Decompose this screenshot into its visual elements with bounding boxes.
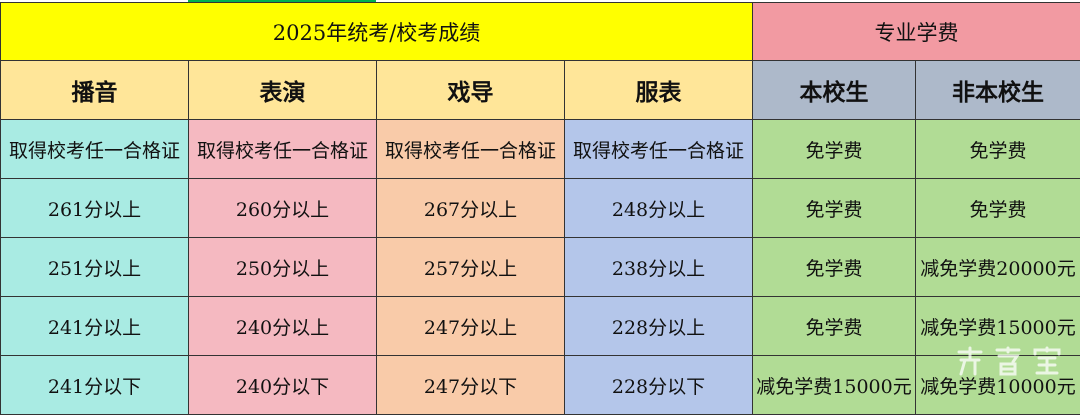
table-cell: 241分以下 xyxy=(0,355,189,415)
table-cell: 248分以上 xyxy=(563,178,754,238)
table-row: 261分以上 260分以上 267分以上 248分以上 免学费 免学费 xyxy=(0,178,1080,238)
score-title: 2025年统考/校考成绩 xyxy=(0,2,754,61)
table-cell: 免学费 xyxy=(752,296,917,356)
column-header: 戏导 xyxy=(376,60,565,120)
table-cell: 减免学费20000元 xyxy=(915,237,1080,297)
table-cell: 取得校考任一合格证 xyxy=(376,119,565,179)
table-cell: 减免学费15000元 xyxy=(915,296,1080,356)
table-cell: 261分以上 xyxy=(0,178,189,238)
table-cell: 228分以上 xyxy=(563,296,754,356)
top-accent-line xyxy=(188,0,376,2)
table-cell: 247分以上 xyxy=(376,296,565,356)
column-header-row: 播音 表演 戏导 服表 本校生 非本校生 xyxy=(0,60,1080,120)
table-cell: 减免学费10000元 xyxy=(915,355,1080,415)
title-row: 2025年统考/校考成绩 专业学费 xyxy=(0,2,1080,61)
table-cell: 免学费 xyxy=(915,178,1080,238)
table-cell: 免学费 xyxy=(752,178,917,238)
table-cell: 260分以上 xyxy=(188,178,377,238)
table-cell: 238分以上 xyxy=(563,237,754,297)
column-header: 服表 xyxy=(563,60,754,120)
table-cell: 240分以上 xyxy=(188,296,377,356)
table-cell: 免学费 xyxy=(915,119,1080,179)
table-cell: 减免学费15000元 xyxy=(752,355,917,415)
table-cell: 免学费 xyxy=(752,237,917,297)
table-row: 241分以下 240分以下 247分以下 228分以下 减免学费15000元 减免学费10… xyxy=(0,355,1080,415)
table-cell: 247分以下 xyxy=(376,355,565,415)
table-cell: 257分以上 xyxy=(376,237,565,297)
column-header: 非本校生 xyxy=(915,60,1080,120)
column-header: 本校生 xyxy=(752,60,917,120)
table-cell: 250分以上 xyxy=(188,237,377,297)
table-cell: 228分以下 xyxy=(563,355,754,415)
table-cell: 241分以上 xyxy=(0,296,189,356)
table-cell: 240分以下 xyxy=(188,355,377,415)
table-cell: 取得校考任一合格证 xyxy=(188,119,377,179)
column-header: 表演 xyxy=(188,60,377,120)
table-row: 251分以上 250分以上 257分以上 238分以上 免学费 减免学费20000元 xyxy=(0,237,1080,297)
table-cell: 取得校考任一合格证 xyxy=(0,119,189,179)
fee-title: 专业学费 xyxy=(752,2,1080,61)
table-row: 取得校考任一合格证 取得校考任一合格证 取得校考任一合格证 取得校考任一合格证 免学费免… xyxy=(0,119,1080,179)
table-row: 241分以上 240分以上 247分以上 228分以上 免学费 减免学费15000元 xyxy=(0,296,1080,356)
table-cell: 免学费 xyxy=(752,119,917,179)
table-cell: 取得校考任一合格证 xyxy=(563,119,754,179)
table-cell: 251分以上 xyxy=(0,237,189,297)
column-header: 播音 xyxy=(0,60,189,120)
table-cell: 267分以上 xyxy=(376,178,565,238)
